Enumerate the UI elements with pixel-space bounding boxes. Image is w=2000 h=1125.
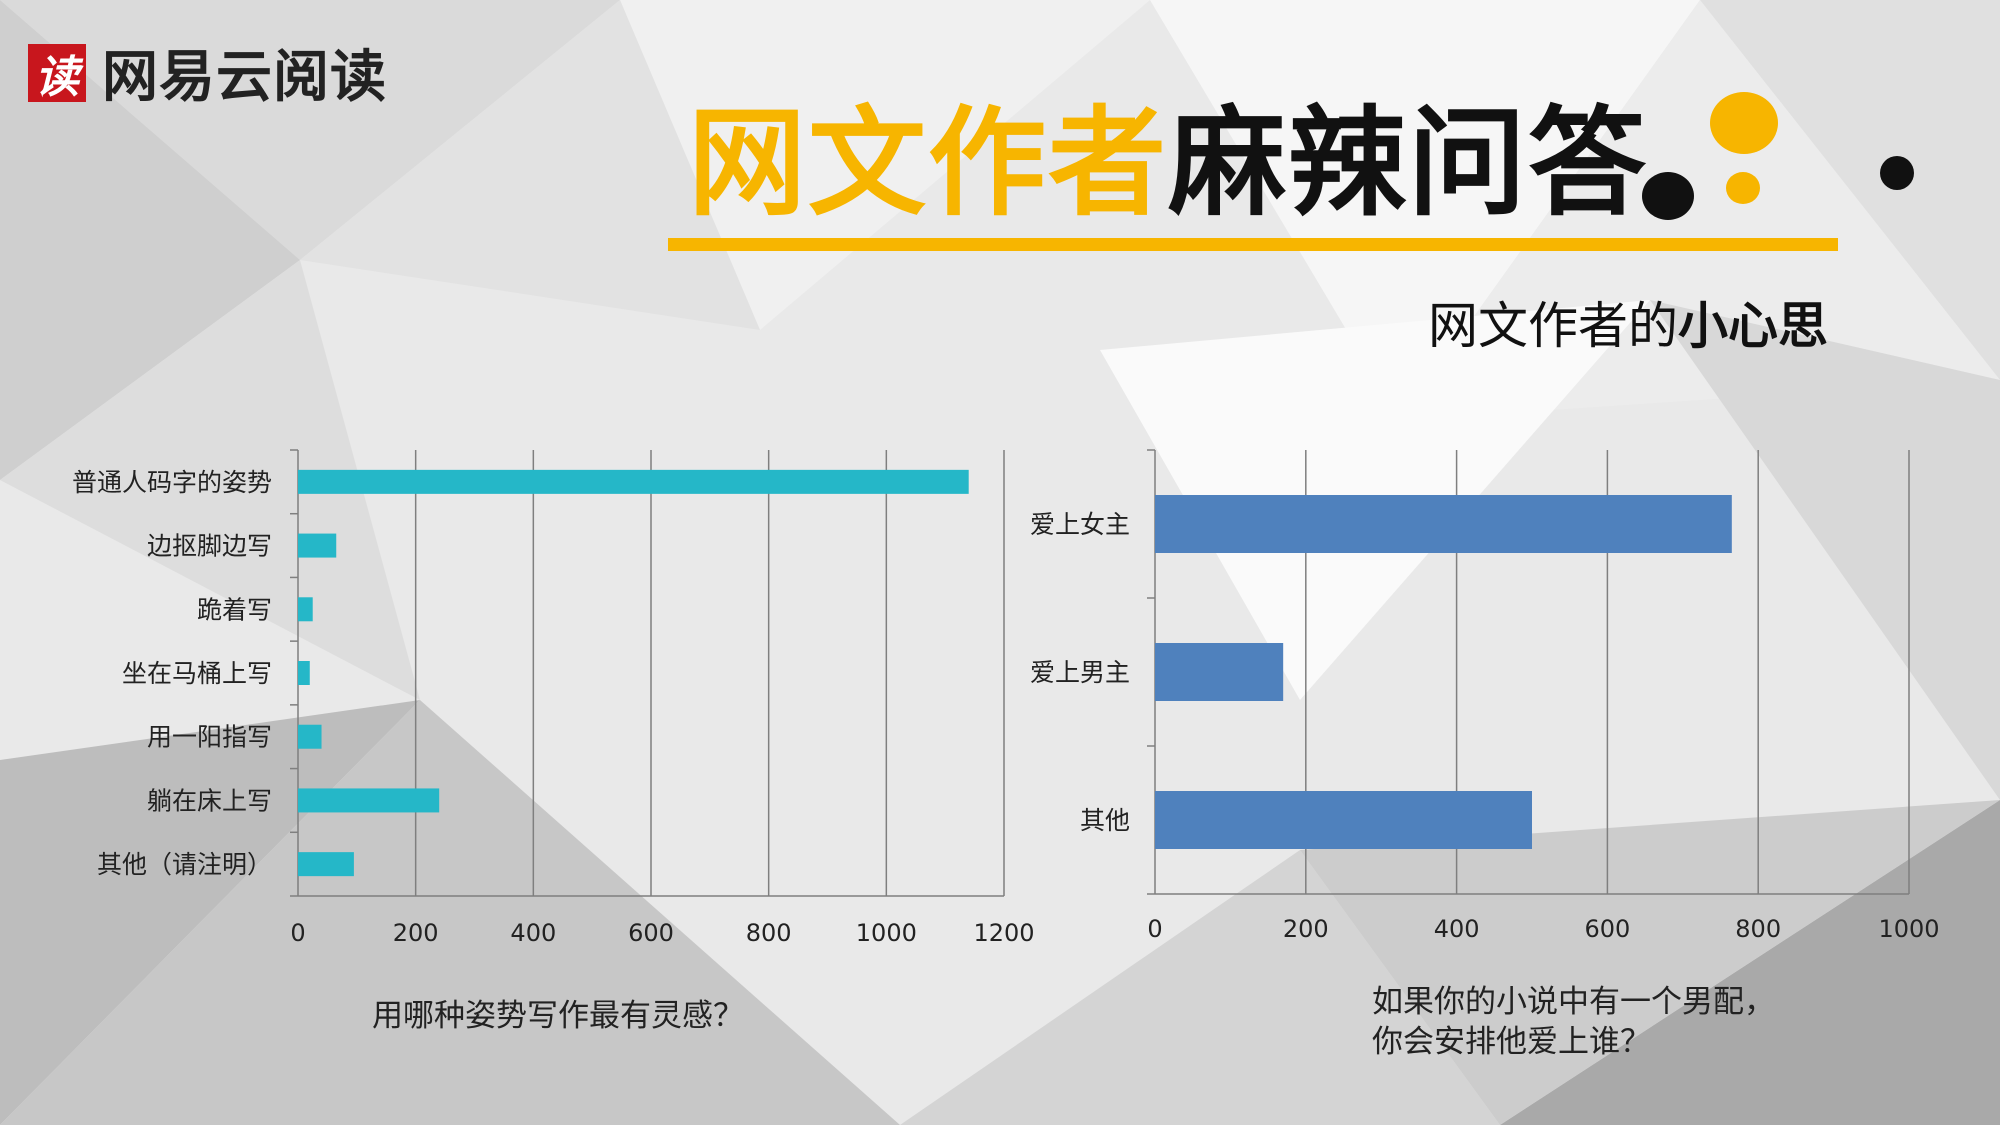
right-category-label: 爱上男主 <box>1030 658 1130 687</box>
left-category-label: 躺在床上写 <box>147 786 272 815</box>
right-category-label: 其他 <box>1080 806 1130 835</box>
left-category-label: 跪着写 <box>197 595 272 624</box>
right-bar <box>1155 495 1732 553</box>
right-category-label: 爱上女主 <box>1030 510 1130 539</box>
left-category-label: 其他（请注明） <box>97 850 272 879</box>
title-highlight: 网文作者 <box>688 94 1169 232</box>
right-tick-label: 1000 <box>1878 915 1939 943</box>
decor-dot-yellow-large <box>1710 92 1778 154</box>
left-bar <box>298 469 969 494</box>
chart-right-caption-line-2: 你会安排他爱上谁？ <box>1372 1024 1651 1060</box>
left-bar <box>298 788 440 813</box>
right-tick-label: 400 <box>1434 915 1480 943</box>
subtitle: 网文作者的小心思 <box>1428 286 1828 358</box>
left-category-label: 普通人码字的姿势 <box>72 468 272 497</box>
left-category-label: 边抠脚边写 <box>147 532 272 561</box>
right-tick-label: 600 <box>1584 915 1630 943</box>
brand-logo: 读 网易云阅读 <box>28 32 387 113</box>
left-tick-label: 200 <box>393 919 439 947</box>
logo-mark-icon: 读 <box>28 43 86 103</box>
left-tick-label: 1000 <box>856 919 917 947</box>
chart-right-caption-line-1: 如果你的小说中有一个男配， <box>1372 984 1775 1020</box>
left-tick-label: 1200 <box>973 919 1034 947</box>
left-bar <box>298 597 313 622</box>
decor-dot-yellow-small <box>1726 172 1760 204</box>
left-category-label: 坐在马桶上写 <box>122 659 272 688</box>
chart-right-caption: 如果你的小说中有一个男配， 你会安排他爱上谁？ <box>1372 982 1775 1062</box>
subtitle-bold: 小心思 <box>1678 297 1828 355</box>
left-bar <box>298 852 354 877</box>
left-bar <box>298 724 322 749</box>
page-title: 网文作者麻辣问答 <box>688 104 1648 222</box>
right-tick-label: 200 <box>1283 915 1329 943</box>
title-underline <box>668 238 1838 251</box>
chart-left-caption: 用哪种姿势写作最有灵感？ <box>372 998 744 1034</box>
right-tick-label: 0 <box>1147 915 1162 943</box>
decor-dot-black-left <box>1642 172 1694 220</box>
right-bar <box>1155 643 1284 701</box>
right-tick-label: 800 <box>1735 915 1781 943</box>
subtitle-normal: 网文作者的 <box>1428 297 1678 355</box>
left-category-label: 用一阳指写 <box>147 723 272 752</box>
left-bar <box>298 533 337 558</box>
right-bar <box>1155 791 1532 849</box>
title-rest: 麻辣问答 <box>1168 94 1649 232</box>
decor-dot-black-right <box>1880 156 1914 190</box>
left-tick-label: 400 <box>510 919 556 947</box>
left-tick-label: 600 <box>628 919 674 947</box>
left-bar <box>298 661 310 685</box>
left-tick-label: 0 <box>290 919 305 947</box>
left-tick-label: 800 <box>746 919 792 947</box>
brand-name: 网易云阅读 <box>102 45 387 110</box>
